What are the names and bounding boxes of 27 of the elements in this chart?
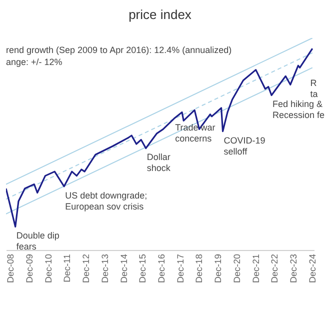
x-tick-label: Dec-09 — [24, 254, 35, 284]
annotation: rend growth (Sep 2009 to Apr 2016): 12.4% (annualized) — [6, 45, 232, 55]
annotation: R ta — [310, 78, 318, 100]
annotation: Dollar shock — [146, 152, 171, 174]
x-tick-label: Dec-16 — [156, 254, 167, 284]
x-tick-label: Dec-24 — [307, 254, 318, 284]
annotation: Trade war concerns — [175, 122, 216, 144]
x-tick-label: Dec-17 — [175, 254, 186, 284]
x-tick-label: Dec-12 — [81, 254, 92, 284]
x-tick-label: Dec-15 — [138, 254, 148, 284]
x-tick-label: Dec-21 — [250, 254, 261, 284]
x-tick-label: Dec-18 — [194, 254, 204, 284]
annotation: US debt downgrade; European sov crisis — [65, 190, 148, 212]
chart-title: price index — [128, 7, 192, 22]
x-tick-label: Dec-11 — [62, 254, 72, 282]
annotation: COVID-19 selloff — [224, 135, 266, 156]
x-tick-label: Dec-10 — [43, 254, 54, 284]
x-tick-label: Dec-23 — [288, 254, 299, 284]
x-tick-label: Dec-22 — [270, 254, 280, 284]
x-tick-label: Dec-14 — [118, 254, 129, 284]
annotation: ange: +/- 12% — [6, 57, 62, 67]
x-tick-label: Dec-19 — [213, 254, 224, 284]
x-tick-label: Dec-20 — [232, 254, 242, 284]
x-tick-label: Dec-08 — [6, 254, 16, 284]
annotation: Double dip fears — [16, 230, 60, 252]
annotation: Fed hiking & Recession fe — [272, 99, 325, 120]
x-tick-label: Dec-13 — [100, 254, 110, 284]
